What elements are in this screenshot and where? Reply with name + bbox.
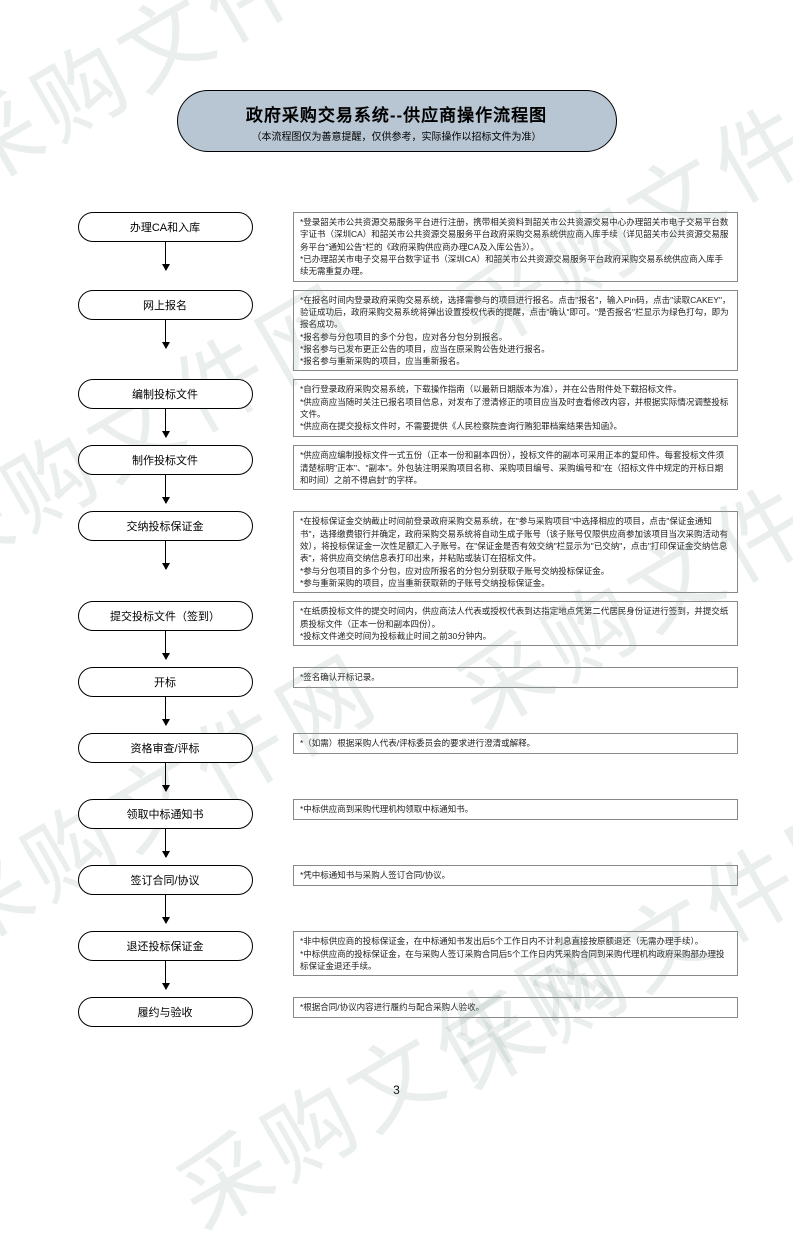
arrow-down-icon — [165, 320, 166, 348]
page-number: 3 — [0, 1083, 793, 1097]
step-row: 履约与验收 *根据合同/协议内容进行履约与配合采购人验收。 — [55, 997, 738, 1027]
page-root: 政府采购交易系统--供应商操作流程图 （本流程图仅为善意提醒，仅供参考，实际操作… — [0, 0, 793, 1122]
step-column: 签订合同/协议 — [55, 865, 275, 923]
arrow-down-icon — [165, 541, 166, 569]
step-node: 领取中标通知书 — [78, 799, 253, 829]
description-bullet: *非中标供应商的投标保证金，在中标通知书发出后5个工作日内不计利息直接按原额退还… — [300, 935, 731, 947]
description-bullet: *供应商应编制投标文件一式五份（正本一份和副本四份），投标文件的副本可采用正本的… — [300, 449, 731, 486]
arrow-down-icon — [165, 409, 166, 437]
step-column: 办理CA和入库 — [55, 212, 275, 270]
step-column: 编制投标文件 — [55, 379, 275, 437]
step-row: 交纳投标保证金 *在投标保证金交纳截止时间前登录政府采购交易系统，在"参与采购项目… — [55, 511, 738, 593]
description-column: *凭中标通知书与采购人签订合同/协议。 — [275, 865, 738, 885]
step-node: 提交投标文件（签到） — [78, 601, 253, 631]
flowchart: 办理CA和入库 *登录韶关市公共资源交易服务平台进行注册，携带相关资料到韶关市公共… — [55, 212, 738, 1027]
step-column: 网上报名 — [55, 290, 275, 348]
title-sub: （本流程图仅为善意提醒，仅供参考，实际操作以招标文件为准） — [192, 128, 602, 143]
arrow-down-icon — [165, 242, 166, 270]
description-column: *（如需）根据采购人代表/评标委员会的要求进行澄清或解释。 — [275, 733, 738, 753]
description-bullet: *（如需）根据采购人代表/评标委员会的要求进行澄清或解释。 — [300, 737, 731, 749]
description-bullet: *报名参与分包项目的多个分包，应对各分包分别报名。 — [300, 331, 731, 343]
step-column: 履约与验收 — [55, 997, 275, 1027]
description-column: *自行登录政府采购交易系统，下载操作指南（以最新日期版本为准），并在公告附件处下… — [275, 379, 738, 436]
step-column: 提交投标文件（签到） — [55, 601, 275, 659]
description-box: *签名确认开标记录。 — [293, 667, 738, 687]
arrow-down-icon — [165, 961, 166, 989]
description-bullet: *报名参与已发布更正公告的项目，应当在原采购公告处进行报名。 — [300, 343, 731, 355]
description-column: *登录韶关市公共资源交易服务平台进行注册，携带相关资料到韶关市公共资源交易中心办… — [275, 212, 738, 282]
description-column: *签名确认开标记录。 — [275, 667, 738, 687]
description-bullet: *自行登录政府采购交易系统，下载操作指南（以最新日期版本为准），并在公告附件处下… — [300, 383, 731, 395]
description-box: *登录韶关市公共资源交易服务平台进行注册，携带相关资料到韶关市公共资源交易中心办… — [293, 212, 738, 282]
step-column: 退还投标保证金 — [55, 931, 275, 989]
arrow-down-icon — [165, 631, 166, 659]
description-bullet: *在纸质投标文件的提交时间内，供应商法人代表或授权代表到达指定地点凭第二代居民身… — [300, 605, 731, 630]
description-box: *中标供应商到采购代理机构领取中标通知书。 — [293, 799, 738, 819]
description-column: *非中标供应商的投标保证金，在中标通知书发出后5个工作日内不计利息直接按原额退还… — [275, 931, 738, 976]
description-bullet: *已办理韶关市电子交易平台数字证书（深圳CA）和韶关市公共资源交易服务平台政府采… — [300, 253, 731, 278]
description-column: *供应商应编制投标文件一式五份（正本一份和副本四份），投标文件的副本可采用正本的… — [275, 445, 738, 490]
description-box: *（如需）根据采购人代表/评标委员会的要求进行澄清或解释。 — [293, 733, 738, 753]
step-column: 领取中标通知书 — [55, 799, 275, 857]
arrow-down-icon — [165, 763, 166, 791]
step-node: 签订合同/协议 — [78, 865, 253, 895]
description-box: *在投标保证金交纳截止时间前登录政府采购交易系统，在"参与采购项目"中选择相应的… — [293, 511, 738, 593]
description-column: *根据合同/协议内容进行履约与配合采购人验收。 — [275, 997, 738, 1017]
title-main: 政府采购交易系统--供应商操作流程图 — [192, 101, 602, 126]
step-column: 交纳投标保证金 — [55, 511, 275, 569]
description-column: *中标供应商到采购代理机构领取中标通知书。 — [275, 799, 738, 819]
step-node: 履约与验收 — [78, 997, 253, 1027]
step-row: 领取中标通知书 *中标供应商到采购代理机构领取中标通知书。 — [55, 799, 738, 857]
description-bullet: *凭中标通知书与采购人签订合同/协议。 — [300, 869, 731, 881]
step-node: 办理CA和入库 — [78, 212, 253, 242]
step-node: 开标 — [78, 667, 253, 697]
step-node: 资格审查/评标 — [78, 733, 253, 763]
step-row: 办理CA和入库 *登录韶关市公共资源交易服务平台进行注册，携带相关资料到韶关市公共… — [55, 212, 738, 282]
description-bullet: *在投标保证金交纳截止时间前登录政府采购交易系统，在"参与采购项目"中选择相应的… — [300, 515, 731, 564]
description-box: *根据合同/协议内容进行履约与配合采购人验收。 — [293, 997, 738, 1017]
step-row: 编制投标文件 *自行登录政府采购交易系统，下载操作指南（以最新日期版本为准），并在… — [55, 379, 738, 437]
arrow-down-icon — [165, 475, 166, 503]
description-column: *在报名时间内登录政府采购交易系统，选择需参与的项目进行报名。点击"报名"，输入… — [275, 290, 738, 372]
description-bullet: *参与重新采购的项目，应当重新获取新的子账号交纳投标保证金。 — [300, 577, 731, 589]
step-row: 提交投标文件（签到） *在纸质投标文件的提交时间内，供应商法人代表或授权代表到达指… — [55, 601, 738, 659]
step-row: 退还投标保证金 *非中标供应商的投标保证金，在中标通知书发出后5个工作日内不计利息… — [55, 931, 738, 989]
step-node: 退还投标保证金 — [78, 931, 253, 961]
description-bullet: *在报名时间内登录政府采购交易系统，选择需参与的项目进行报名。点击"报名"，输入… — [300, 294, 731, 331]
title-box: 政府采购交易系统--供应商操作流程图 （本流程图仅为善意提醒，仅供参考，实际操作… — [177, 90, 617, 152]
description-bullet: *登录韶关市公共资源交易服务平台进行注册，携带相关资料到韶关市公共资源交易中心办… — [300, 216, 731, 253]
arrow-down-icon — [165, 829, 166, 857]
description-bullet: *供应商在提交投标文件时，不需要提供《人民检察院查询行贿犯罪档案结果告知函》。 — [300, 420, 731, 432]
description-column: *在纸质投标文件的提交时间内，供应商法人代表或授权代表到达指定地点凭第二代居民身… — [275, 601, 738, 646]
step-column: 开标 — [55, 667, 275, 725]
description-bullet: *报名参与重新采购的项目，应当重新报名。 — [300, 355, 731, 367]
step-column: 资格审查/评标 — [55, 733, 275, 791]
description-box: *非中标供应商的投标保证金，在中标通知书发出后5个工作日内不计利息直接按原额退还… — [293, 931, 738, 976]
arrow-down-icon — [165, 895, 166, 923]
description-bullet: *投标文件递交时间为投标截止时间之前30分钟内。 — [300, 630, 731, 642]
step-node: 编制投标文件 — [78, 379, 253, 409]
description-box: *供应商应编制投标文件一式五份（正本一份和副本四份），投标文件的副本可采用正本的… — [293, 445, 738, 490]
description-bullet: *根据合同/协议内容进行履约与配合采购人验收。 — [300, 1001, 731, 1013]
description-bullet: *参与分包项目的多个分包，应对应所报名的分包分别获取子账号交纳投标保证金。 — [300, 565, 731, 577]
description-column: *在投标保证金交纳截止时间前登录政府采购交易系统，在"参与采购项目"中选择相应的… — [275, 511, 738, 593]
arrow-down-icon — [165, 697, 166, 725]
description-bullet: *供应商应当随时关注已报名项目信息，对发布了澄清修正的项目应当及时查看修改内容，… — [300, 396, 731, 421]
description-box: *在报名时间内登录政府采购交易系统，选择需参与的项目进行报名。点击"报名"，输入… — [293, 290, 738, 372]
step-column: 制作投标文件 — [55, 445, 275, 503]
description-box: *在纸质投标文件的提交时间内，供应商法人代表或授权代表到达指定地点凭第二代居民身… — [293, 601, 738, 646]
description-box: *凭中标通知书与采购人签订合同/协议。 — [293, 865, 738, 885]
step-node: 制作投标文件 — [78, 445, 253, 475]
step-row: 网上报名 *在报名时间内登录政府采购交易系统，选择需参与的项目进行报名。点击"报名… — [55, 290, 738, 372]
description-bullet: *中标供应商的投标保证金，在与采购人签订采购合同后5个工作日内凭采购合同到采购代… — [300, 948, 731, 973]
description-bullet: *中标供应商到采购代理机构领取中标通知书。 — [300, 803, 731, 815]
step-row: 签订合同/协议 *凭中标通知书与采购人签订合同/协议。 — [55, 865, 738, 923]
description-box: *自行登录政府采购交易系统，下载操作指南（以最新日期版本为准），并在公告附件处下… — [293, 379, 738, 436]
step-row: 开标 *签名确认开标记录。 — [55, 667, 738, 725]
description-bullet: *签名确认开标记录。 — [300, 671, 731, 683]
step-node: 交纳投标保证金 — [78, 511, 253, 541]
step-row: 制作投标文件 *供应商应编制投标文件一式五份（正本一份和副本四份），投标文件的副本… — [55, 445, 738, 503]
step-row: 资格审查/评标 *（如需）根据采购人代表/评标委员会的要求进行澄清或解释。 — [55, 733, 738, 791]
step-node: 网上报名 — [78, 290, 253, 320]
